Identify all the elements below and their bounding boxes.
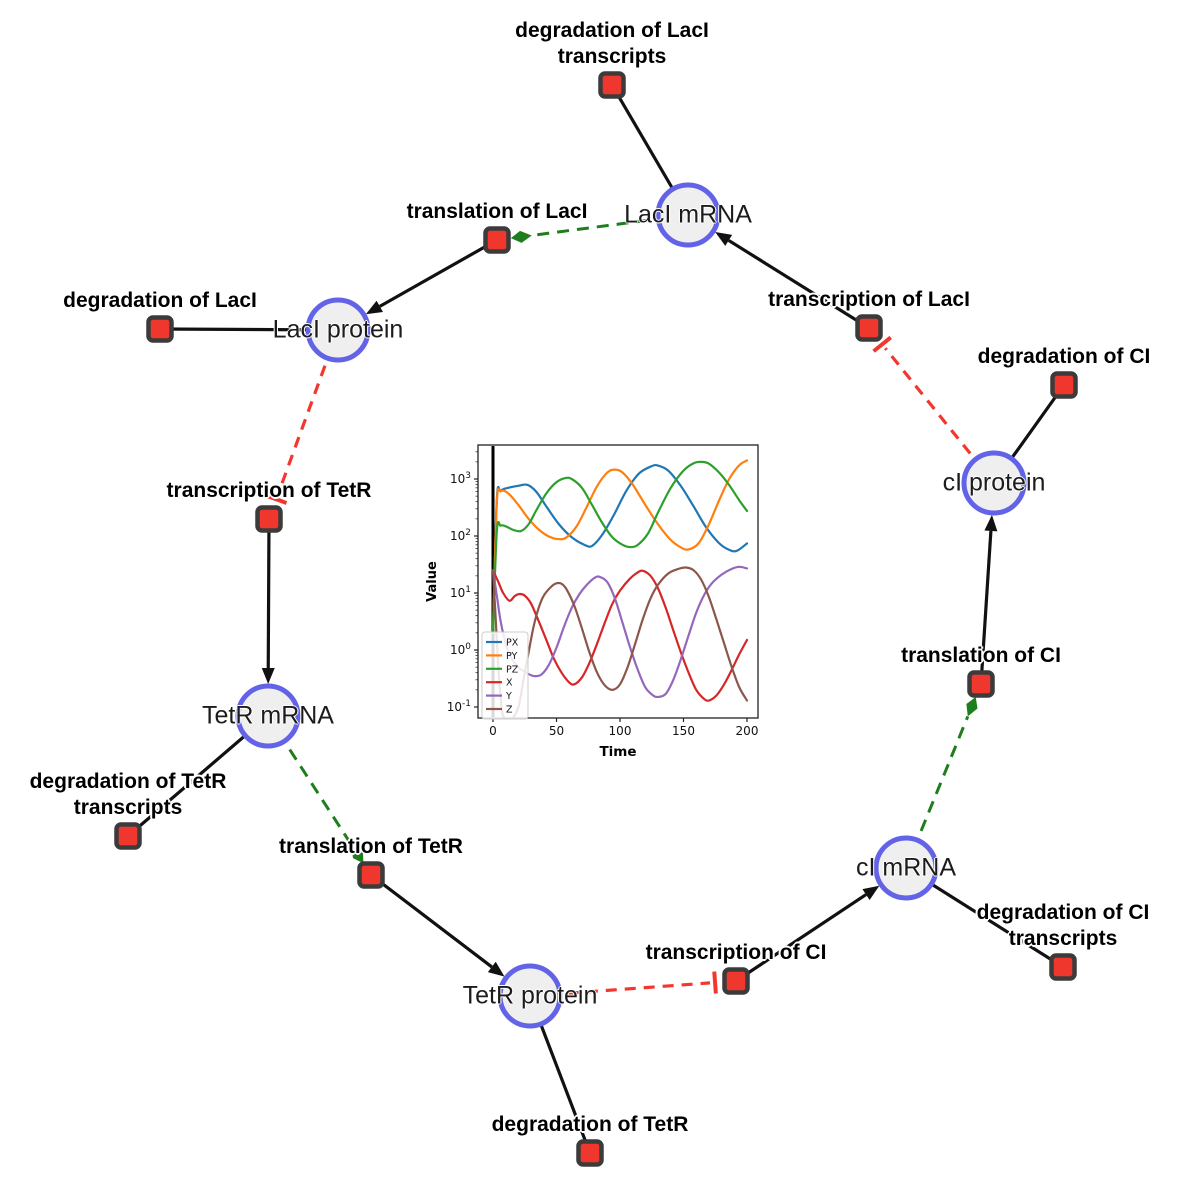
edge-production-transl-tetr-tetr-protein [370, 873, 505, 977]
species-node-laci-protein[interactable] [305, 297, 371, 363]
edge-production-transc-tetr-tetr-mrna [261, 518, 275, 685]
legend-label-X: X [506, 678, 513, 689]
x-tick-label: 150 [672, 724, 695, 738]
chart-series-group [491, 459, 749, 718]
reaction-label-deg-ci-transcripts: degradation of CI transcripts [977, 900, 1150, 952]
reaction-label-line: transcription of TetR [166, 478, 372, 502]
reaction-node-deg-laci[interactable] [146, 315, 174, 343]
reaction-label-line: degradation of LacI [63, 288, 257, 312]
y-tick-label: 103 [450, 471, 471, 486]
species-node-laci-mrna[interactable] [655, 182, 721, 248]
reaction-node-deg-laci-transcripts[interactable] [598, 71, 626, 99]
legend-label-PZ: PZ [506, 664, 519, 675]
series-line-PZ [491, 460, 749, 634]
series-line-PX [491, 463, 749, 634]
reaction-node-deg-ci-transcripts[interactable] [1049, 953, 1077, 981]
species-label-laci-protein: LacI protein [272, 315, 404, 344]
y-tick-label: 101 [450, 585, 471, 600]
reaction-label-deg-tetr-transcripts: degradation of TetR transcripts [30, 769, 227, 821]
reaction-label-transc-ci: transcription of CI [646, 940, 827, 966]
reaction-label-line: translation of LacI [406, 199, 588, 223]
series-line-PY [491, 459, 749, 634]
y-tick-label: 10-1 [447, 699, 471, 714]
x-tick-label: 0 [489, 724, 497, 738]
reaction-label-deg-ci: degradation of CI [978, 344, 1151, 370]
x-tick-label: 200 [736, 724, 759, 738]
reaction-label-line: degradation of CI [977, 344, 1151, 368]
edge-production-transl-ci-ci-protein [979, 514, 998, 685]
reaction-label-line: transcription of LacI [768, 287, 970, 311]
series-line-Y [491, 565, 749, 699]
species-node-ci-protein[interactable] [961, 450, 1027, 516]
edge-production-transc-laci-laci-mrna [715, 231, 870, 330]
reaction-label-transc-tetr: transcription of TetR [167, 478, 372, 504]
reaction-node-transl-tetr[interactable] [357, 861, 385, 889]
species-label-ci-protein: cI protein [942, 468, 1046, 497]
reaction-label-line: degradation of TetR [29, 769, 227, 793]
reaction-node-transl-ci[interactable] [967, 670, 995, 698]
reaction-node-deg-tetr-transcripts[interactable] [114, 822, 142, 850]
reaction-label-deg-laci: degradation of LacI [63, 288, 257, 314]
legend-label-Y: Y [505, 691, 512, 702]
reaction-node-transc-tetr[interactable] [255, 505, 283, 533]
x-axis-title: Time [599, 744, 636, 760]
y-tick-label: 102 [450, 528, 471, 543]
species-node-tetr-protein[interactable] [497, 963, 563, 1029]
reaction-label-transl-ci: translation of CI [901, 643, 1061, 669]
reaction-label-transl-laci: translation of LacI [407, 199, 588, 225]
x-tick-label: 50 [549, 724, 564, 738]
reaction-label-line: degradation of LacI [515, 18, 709, 42]
species-node-ci-mrna[interactable] [873, 835, 939, 901]
chart-legend: PX PY PZ XYZ [481, 631, 529, 720]
series-line-X [491, 569, 749, 702]
nodes-layer [114, 71, 1078, 1167]
reaction-label-line: transcripts [1008, 926, 1118, 950]
reaction-label-line: transcripts [73, 795, 183, 819]
reaction-label-transl-tetr: translation of TetR [279, 834, 463, 860]
reaction-label-line: degradation of TetR [491, 1112, 689, 1136]
reaction-label-line: transcripts [557, 44, 667, 68]
reaction-label-line: translation of CI [901, 643, 1061, 667]
reaction-label-deg-laci-transcripts: degradation of LacI transcripts [515, 18, 709, 70]
y-tick-label: 100 [450, 642, 471, 657]
edge-production-transc-ci-ci-mrna [735, 885, 880, 983]
reaction-label-transc-laci: transcription of LacI [768, 287, 970, 313]
species-label-laci-mrna: LacI mRNA [624, 200, 752, 229]
species-label-ci-mrna: cI mRNA [856, 853, 956, 882]
reaction-label-deg-tetr: degradation of TetR [492, 1112, 689, 1138]
reaction-label-line: translation of TetR [279, 834, 463, 858]
edge-production-transl-laci-laci-protein [365, 238, 498, 315]
reaction-node-deg-tetr[interactable] [576, 1139, 604, 1167]
reaction-node-transl-laci[interactable] [483, 226, 511, 254]
reaction-label-line: degradation of CI [976, 900, 1150, 924]
edge-inhibition-tetr-protein-transc-ci [529, 971, 718, 998]
y-axis-title: Value [425, 561, 440, 602]
legend-label-Z: Z [506, 705, 513, 716]
legend-label-PY: PY [506, 651, 518, 662]
reaction-node-deg-ci[interactable] [1050, 371, 1078, 399]
reaction-node-transc-laci[interactable] [855, 314, 883, 342]
x-tick-label: 100 [609, 724, 632, 738]
reaction-node-transc-ci[interactable] [722, 967, 750, 995]
timecourse-chart: 10-1 100 101 102 103 0 50 100 150 200 PX PY PZ XYZ Tim… [425, 444, 759, 760]
reaction-label-line: transcription of CI [645, 940, 827, 964]
species-node-tetr-mrna[interactable] [235, 683, 301, 749]
axes-frame [477, 444, 759, 719]
legend-label-PX: PX [506, 638, 519, 649]
species-label-tetr-protein: TetR protein [462, 981, 598, 1010]
species-label-tetr-mrna: TetR mRNA [202, 701, 334, 730]
